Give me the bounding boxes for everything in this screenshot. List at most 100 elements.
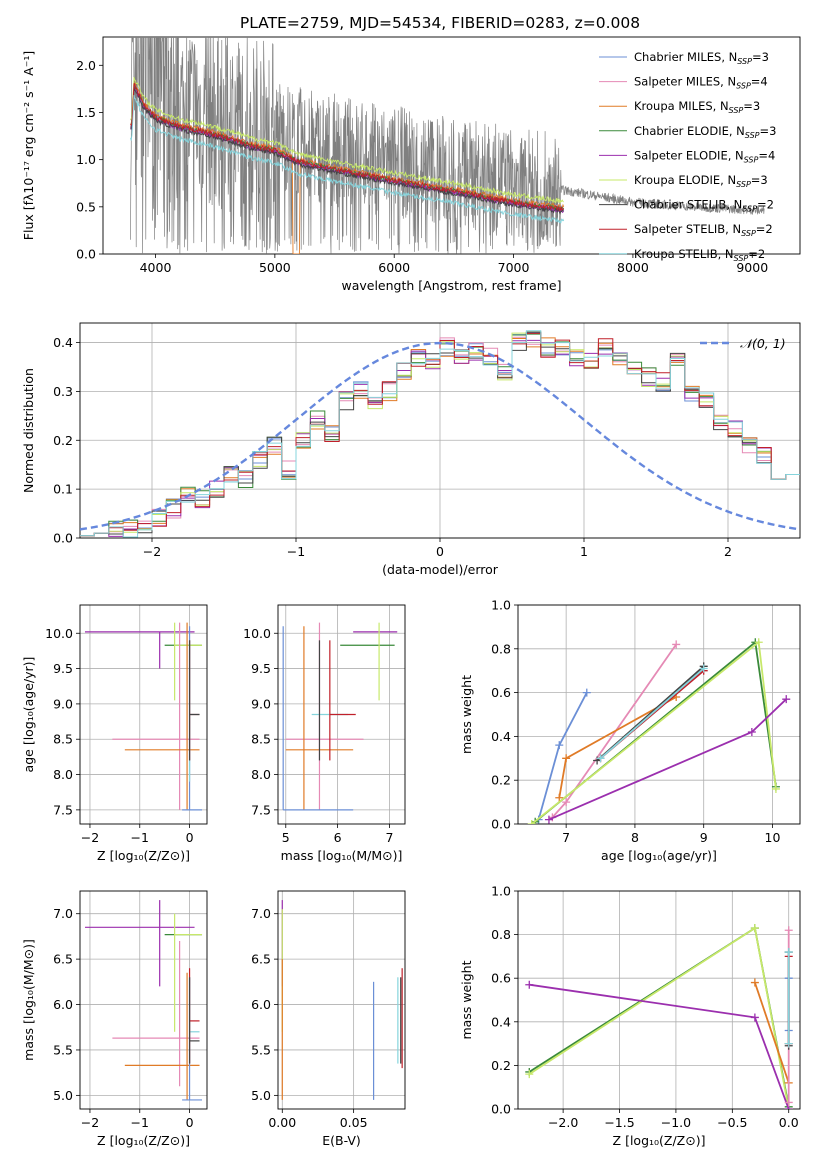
age-vs-mass-ytick-label: 8.5: [251, 732, 271, 747]
mass-vs-z-plot-area: [84, 900, 203, 1101]
weight-vs-age-frame: [517, 604, 801, 825]
weight-point-marker: [672, 640, 681, 649]
mass-vs-z-ytick-label: 6.0: [53, 997, 73, 1012]
age-vs-mass-xtick-label: 5: [282, 830, 290, 845]
weight-vs-age-axes: 7 8 9 10 0.0 0.2 0.4 0.6 0.8 1.0 age [log₁₀(age/yr…: [459, 598, 801, 863]
mass-vs-z-ytick-label: 7.0: [53, 906, 73, 921]
mass-vs-ebv-ytick-label: 5.0: [251, 1088, 271, 1103]
mass-vs-z-axes: −2 −1 0 5.0 5.5 6.0 6.5 7.0 Z [log₁₀(Z/Z⊙)] mass …: [21, 890, 208, 1148]
spectrum-model-line: [130, 83, 565, 211]
weight-point-marker: [555, 741, 564, 750]
weight-vs-z-xtick-label: −0.5: [717, 1115, 747, 1130]
weight-vs-z-xtick-label: −1.0: [661, 1115, 691, 1130]
legend-entry: Kroupa MILES, NSSP=3: [634, 99, 760, 115]
age-vs-z-frame: [79, 604, 208, 825]
weight-point-marker: [750, 1013, 759, 1022]
age-vs-z-axes: −2 −1 0 7.5 8.0 8.5 9.0 9.5 10.0 Z [log₁₀(Z/Z⊙)] a…: [21, 604, 208, 863]
legend-entry: Chabrier ELODIE, NSSP=3: [634, 124, 776, 140]
weight-vs-z-xtick-label: −1.5: [604, 1115, 634, 1130]
residuals-xtick-label: 0: [436, 544, 444, 559]
residuals-axes: −2 −1 0 1 2 0.0 0.1 0.2 0.3 0.4 (data-model)/error…: [21, 322, 801, 577]
weight-vs-age-ytick-label: 1.0: [491, 598, 511, 613]
legend-entry: Chabrier MILES, NSSP=3: [634, 50, 769, 66]
age-vs-z-ytick-label: 9.0: [53, 696, 73, 711]
weight-vs-z-axes: −2.0 −1.5 −1.0 −0.5 0.0 0.0 0.2 0.4 0.6 0.8 1.0 Z […: [459, 884, 801, 1148]
legend-entry: Salpeter ELODIE, NSSP=4: [634, 148, 775, 164]
age-vs-mass-xtick-label: 7: [385, 830, 393, 845]
mass-vs-z-ytick-label: 5.0: [53, 1088, 73, 1103]
weight-point-marker: [699, 664, 708, 673]
spectrum-model-line: [130, 86, 564, 215]
mass-vs-ebv-xlabel: E(B-V): [322, 1133, 361, 1148]
weight-vs-z-xtick-label: −2.0: [548, 1115, 578, 1130]
mass-vs-z-xtick-label: −1: [131, 1115, 149, 1130]
mass-vs-ebv-xtick-label: 0.00: [268, 1115, 296, 1130]
spectrum-model-line: [130, 81, 565, 254]
weight-vs-z-ytick-label: 0.6: [491, 971, 511, 986]
weight-point-marker: [544, 815, 553, 824]
weight-vs-age-ytick-label: 0.6: [491, 685, 511, 700]
residuals-xtick-label: −2: [143, 544, 161, 559]
age-vs-z-ytick-label: 7.5: [53, 802, 73, 817]
weight-vs-z-ytick-label: 1.0: [491, 884, 511, 899]
spectrum-ytick-label: 2.0: [76, 58, 96, 73]
spectrum-frame: [102, 36, 801, 255]
mass-vs-z-ytick-label: 5.5: [53, 1042, 73, 1057]
weight-point-marker: [784, 1098, 793, 1107]
age-vs-mass-xtick-label: 6: [334, 830, 342, 845]
age-vs-z-xtick-label: 0: [186, 830, 194, 845]
spectrum-xtick-label: 5000: [259, 260, 291, 275]
residuals-ytick-label: 0.4: [53, 335, 73, 350]
weight-point-marker: [562, 798, 571, 807]
spectrum-xtick-label: 9000: [736, 260, 768, 275]
weight-vs-z-xtick-label: 0.0: [779, 1115, 799, 1130]
spectrum-ytick-label: 0.5: [76, 199, 96, 214]
age-vs-mass-frame: [277, 604, 406, 825]
spectrum-xtick-label: 6000: [378, 260, 410, 275]
mass-vs-z-xtick-label: −2: [81, 1115, 99, 1130]
weight-vs-age-ytick-label: 0.0: [491, 817, 511, 832]
spectrum-model-line: [130, 94, 565, 224]
legend-entry: Salpeter MILES, NSSP=4: [634, 75, 768, 91]
weight-vs-age-ytick-label: 0.2: [491, 773, 511, 788]
age-vs-z-xlabel: Z [log₁₀(Z/Z⊙)]: [97, 848, 190, 863]
weight-point-marker: [782, 695, 791, 704]
residuals-ytick-label: 0.1: [53, 482, 73, 497]
age-vs-mass-ytick-label: 9.5: [251, 661, 271, 676]
weight-series-line: [599, 667, 705, 759]
weight-point-marker: [784, 1039, 793, 1048]
residual-histogram: [80, 330, 800, 538]
weight-point-marker: [754, 638, 763, 647]
weight-point-marker: [562, 754, 571, 763]
residuals-xtick-label: 2: [724, 544, 732, 559]
age-vs-mass-xlabel: mass [log₁₀(M/M⊙)]: [281, 848, 403, 863]
age-vs-mass-ytick-label: 9.0: [251, 696, 271, 711]
spectrum-ytick-label: 1.0: [76, 152, 96, 167]
age-vs-z-xtick-label: −2: [81, 830, 99, 845]
spectrum-model-line: [130, 76, 564, 204]
legend-entry: Salpeter STELIB, NSSP=2: [634, 222, 773, 238]
figure-title: PLATE=2759, MJD=54534, FIBERID=0283, z=0…: [240, 14, 640, 32]
age-vs-mass-plot-area: [282, 622, 398, 811]
mass-vs-ebv-ytick-label: 6.5: [251, 952, 271, 967]
weight-vs-age-ylabel: mass weight: [459, 675, 474, 754]
age-vs-z-xtick-label: −1: [131, 830, 149, 845]
residuals-xtick-label: −1: [287, 544, 305, 559]
legend-entry: 𝒩(0, 1): [740, 336, 786, 351]
weight-vs-z-ytick-label: 0.8: [491, 927, 511, 942]
weight-vs-age-ytick-label: 0.8: [491, 641, 511, 656]
weight-point-marker: [747, 728, 756, 737]
residuals-xlabel: (data-model)/error: [382, 562, 499, 577]
age-vs-z-ytick-label: 8.0: [53, 767, 73, 782]
legend-entry: Chabrier STELIB, NSSP=2: [634, 198, 774, 214]
legend-entry: Kroupa ELODIE, NSSP=3: [634, 173, 768, 189]
weight-vs-z-xlabel: Z [log₁₀(Z/Z⊙)]: [613, 1133, 706, 1148]
residuals-plot-area: [80, 330, 800, 538]
mass-vs-ebv-xtick-label: 0.05: [340, 1115, 368, 1130]
weight-vs-z-ytick-label: 0.0: [491, 1102, 511, 1117]
mass-vs-ebv-plot-area: [281, 900, 403, 1100]
age-vs-z-ytick-label: 9.5: [53, 661, 73, 676]
weight-vs-age-xtick-label: 10: [765, 830, 781, 845]
weight-vs-z-frame: [517, 890, 801, 1110]
weight-vs-age-plot-area: [527, 638, 791, 824]
